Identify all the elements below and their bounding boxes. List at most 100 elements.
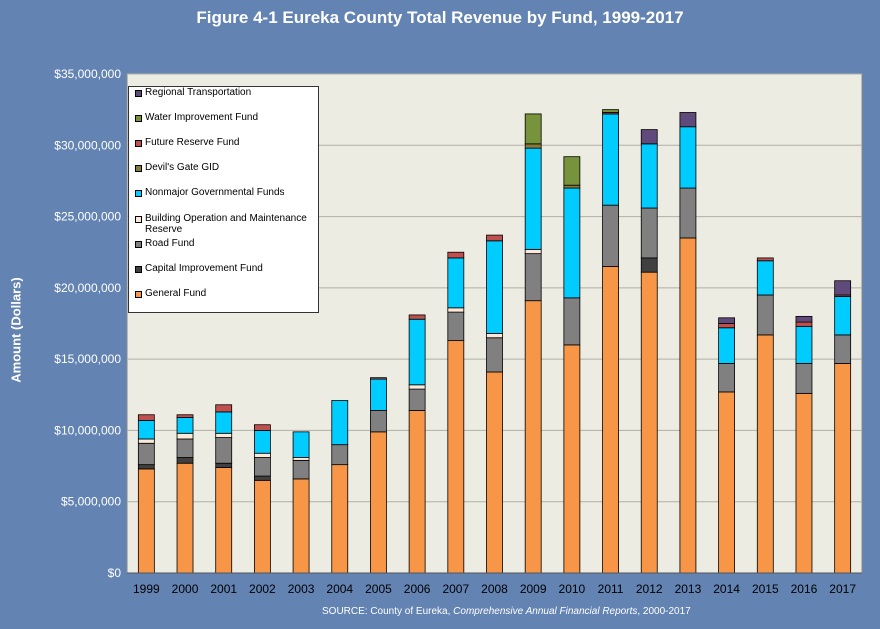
legend-label: Road Fund xyxy=(145,238,195,249)
bar-segment xyxy=(563,156,581,186)
bar-segment xyxy=(718,323,736,329)
bar-segment xyxy=(679,112,697,128)
legend-label: Devil's Gate GID xyxy=(145,162,220,173)
bar-segment xyxy=(756,260,774,296)
y-tick-label: $25,000,000 xyxy=(54,210,121,224)
bar-segment xyxy=(795,363,813,394)
bar-segment xyxy=(370,378,387,411)
legend-swatch xyxy=(135,115,142,122)
bar-segment xyxy=(253,479,271,574)
y-tick-label: $30,000,000 xyxy=(54,138,121,152)
bar-segment xyxy=(292,457,310,461)
legend-swatch xyxy=(135,266,142,273)
bar-segment xyxy=(408,410,426,574)
bar-segment xyxy=(524,248,542,255)
bar-segment xyxy=(718,327,736,364)
bar-segment xyxy=(176,414,194,418)
x-tick-label: 2013 xyxy=(675,582,702,596)
bar-segment xyxy=(137,420,155,440)
bar-segment xyxy=(408,388,426,411)
bar-segment xyxy=(137,414,155,421)
y-tick-label: $35,000,000 xyxy=(54,67,121,81)
bar-segment xyxy=(563,344,581,574)
bar-segment xyxy=(176,432,194,440)
bar-segment xyxy=(486,240,503,334)
legend-item: Nonmajor Governmental Funds xyxy=(135,187,320,198)
x-tick-label: 2004 xyxy=(326,582,353,596)
bar-segment xyxy=(331,464,349,574)
bar-segment xyxy=(292,478,310,574)
x-tick-label: 2002 xyxy=(249,582,276,596)
bar-segment xyxy=(408,318,426,386)
x-tick-label: 2012 xyxy=(636,582,663,596)
bar-segment xyxy=(253,457,271,477)
bar-segment xyxy=(253,452,271,458)
bar-segment xyxy=(486,371,503,574)
y-tick-label: $10,000,000 xyxy=(54,423,121,437)
bar-segment xyxy=(718,391,736,574)
legend-swatch xyxy=(135,165,142,172)
bar-segment xyxy=(795,315,813,323)
bar-segment xyxy=(602,266,619,574)
legend: Regional Transportation Water Improvemen… xyxy=(128,86,319,313)
bar-segment xyxy=(215,432,233,438)
bar-segment xyxy=(215,462,233,468)
bar-segment xyxy=(215,411,233,434)
bar-segment xyxy=(215,467,233,574)
x-tick-label: 2009 xyxy=(520,582,547,596)
bar-segment xyxy=(137,464,155,470)
bar-segment xyxy=(563,297,581,346)
x-tick-label: 1999 xyxy=(133,582,160,596)
bar-segment xyxy=(756,294,774,336)
bar-segment xyxy=(834,296,852,336)
bar-segment xyxy=(176,457,194,464)
legend-item: Water Improvement Fund xyxy=(135,112,320,123)
legend-swatch xyxy=(135,90,142,97)
bar-segment xyxy=(253,430,271,454)
bar-segment xyxy=(447,307,465,313)
bar-segment xyxy=(331,444,349,466)
y-tick-label: $0 xyxy=(108,566,122,580)
x-tick-label: 2006 xyxy=(404,582,431,596)
bar-segment xyxy=(408,314,426,320)
bar-segment xyxy=(524,253,542,302)
bar-segment xyxy=(834,280,852,296)
bar-segment xyxy=(834,363,852,574)
bar-segment xyxy=(679,187,697,239)
legend-swatch xyxy=(135,241,142,248)
bar-segment xyxy=(795,392,813,574)
x-tick-label: 2010 xyxy=(559,582,586,596)
bar-segment xyxy=(370,410,387,433)
bar-segment xyxy=(718,317,736,324)
x-tick-label: 2000 xyxy=(172,582,199,596)
bar-segment xyxy=(679,126,697,189)
bar-segment xyxy=(447,251,465,259)
source-italic: Comprehensive Annual Financial Reports xyxy=(453,606,638,617)
bar-segment xyxy=(486,337,503,373)
y-tick-label: $20,000,000 xyxy=(54,281,121,295)
bar-segment xyxy=(524,147,542,250)
bar-segment xyxy=(292,431,310,458)
bar-segment xyxy=(640,129,658,145)
bar-segment xyxy=(524,143,542,149)
bar-segment xyxy=(486,333,503,339)
source-prefix: SOURCE: County of Eureka, xyxy=(322,606,454,617)
bar-segment xyxy=(370,377,387,380)
legend-swatch xyxy=(135,291,142,298)
x-tick-label: 2007 xyxy=(442,582,469,596)
bar-segment xyxy=(176,462,194,574)
x-tick-label: 2008 xyxy=(481,582,508,596)
x-tick-label: 2017 xyxy=(829,582,856,596)
bar-segment xyxy=(563,187,581,299)
y-tick-label: $5,000,000 xyxy=(61,495,121,509)
chart-title: Figure 4-1 Eureka County Total Revenue b… xyxy=(196,8,684,27)
x-tick-label: 2015 xyxy=(752,582,779,596)
bar-segment xyxy=(447,340,465,574)
bar-segment xyxy=(447,257,465,309)
bar-segment xyxy=(253,475,271,481)
x-tick-label: 2005 xyxy=(365,582,392,596)
x-tick-label: 2011 xyxy=(598,582,624,596)
bar-segment xyxy=(137,438,155,444)
y-tick-label: $15,000,000 xyxy=(54,352,121,366)
bar-segment xyxy=(640,207,658,259)
